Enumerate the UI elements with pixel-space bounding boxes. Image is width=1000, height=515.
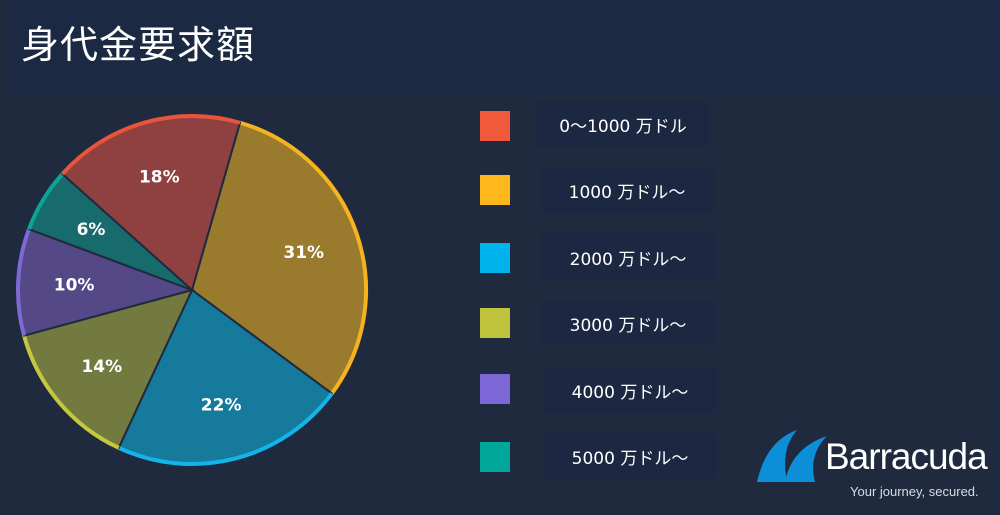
legend-label: 3000 万ドル〜 xyxy=(541,300,715,346)
pie-slice-rim-2 xyxy=(117,392,334,466)
page-title: 身代金要求額 xyxy=(21,23,256,67)
pie-label-3: 14% xyxy=(81,357,122,377)
pie-label-1: 31% xyxy=(283,243,324,263)
pie-slice-rim-1 xyxy=(239,120,368,395)
pie-label-2: 22% xyxy=(201,395,242,415)
legend-swatch xyxy=(480,374,510,404)
logo-tagline: Your journey, secured. xyxy=(850,484,979,499)
pie-slice-rim-3 xyxy=(22,335,120,450)
legend-swatch xyxy=(480,243,510,273)
pie-slice-rim-5 xyxy=(27,172,64,230)
legend-label: 1000 万ドル〜 xyxy=(540,167,714,213)
legend-label: 0〜1000 万ドル xyxy=(536,101,710,147)
legend-label: 5000 万ドル〜 xyxy=(543,433,717,479)
title-bar: 身代金要求額 xyxy=(8,0,1000,95)
pie-label-5: 6% xyxy=(77,220,106,240)
barracuda-logo: Barracuda Your journey, secured. xyxy=(755,420,995,510)
legend-swatch xyxy=(480,175,510,205)
legend-label: 2000 万ドル〜 xyxy=(541,234,715,280)
legend-label: 4000 万ドル〜 xyxy=(543,367,717,413)
legend-swatch xyxy=(480,308,510,338)
pie-slice-rim-0 xyxy=(60,114,241,176)
pie-label-4: 10% xyxy=(54,276,95,296)
logo-name: Barracuda xyxy=(825,436,988,477)
legend-swatch xyxy=(480,111,510,141)
barracuda-wave-icon xyxy=(757,430,827,482)
pie-center xyxy=(191,289,193,291)
legend-swatch xyxy=(480,442,510,472)
pie-slice-rim-4 xyxy=(16,228,31,337)
pie-label-0: 18% xyxy=(139,168,180,188)
